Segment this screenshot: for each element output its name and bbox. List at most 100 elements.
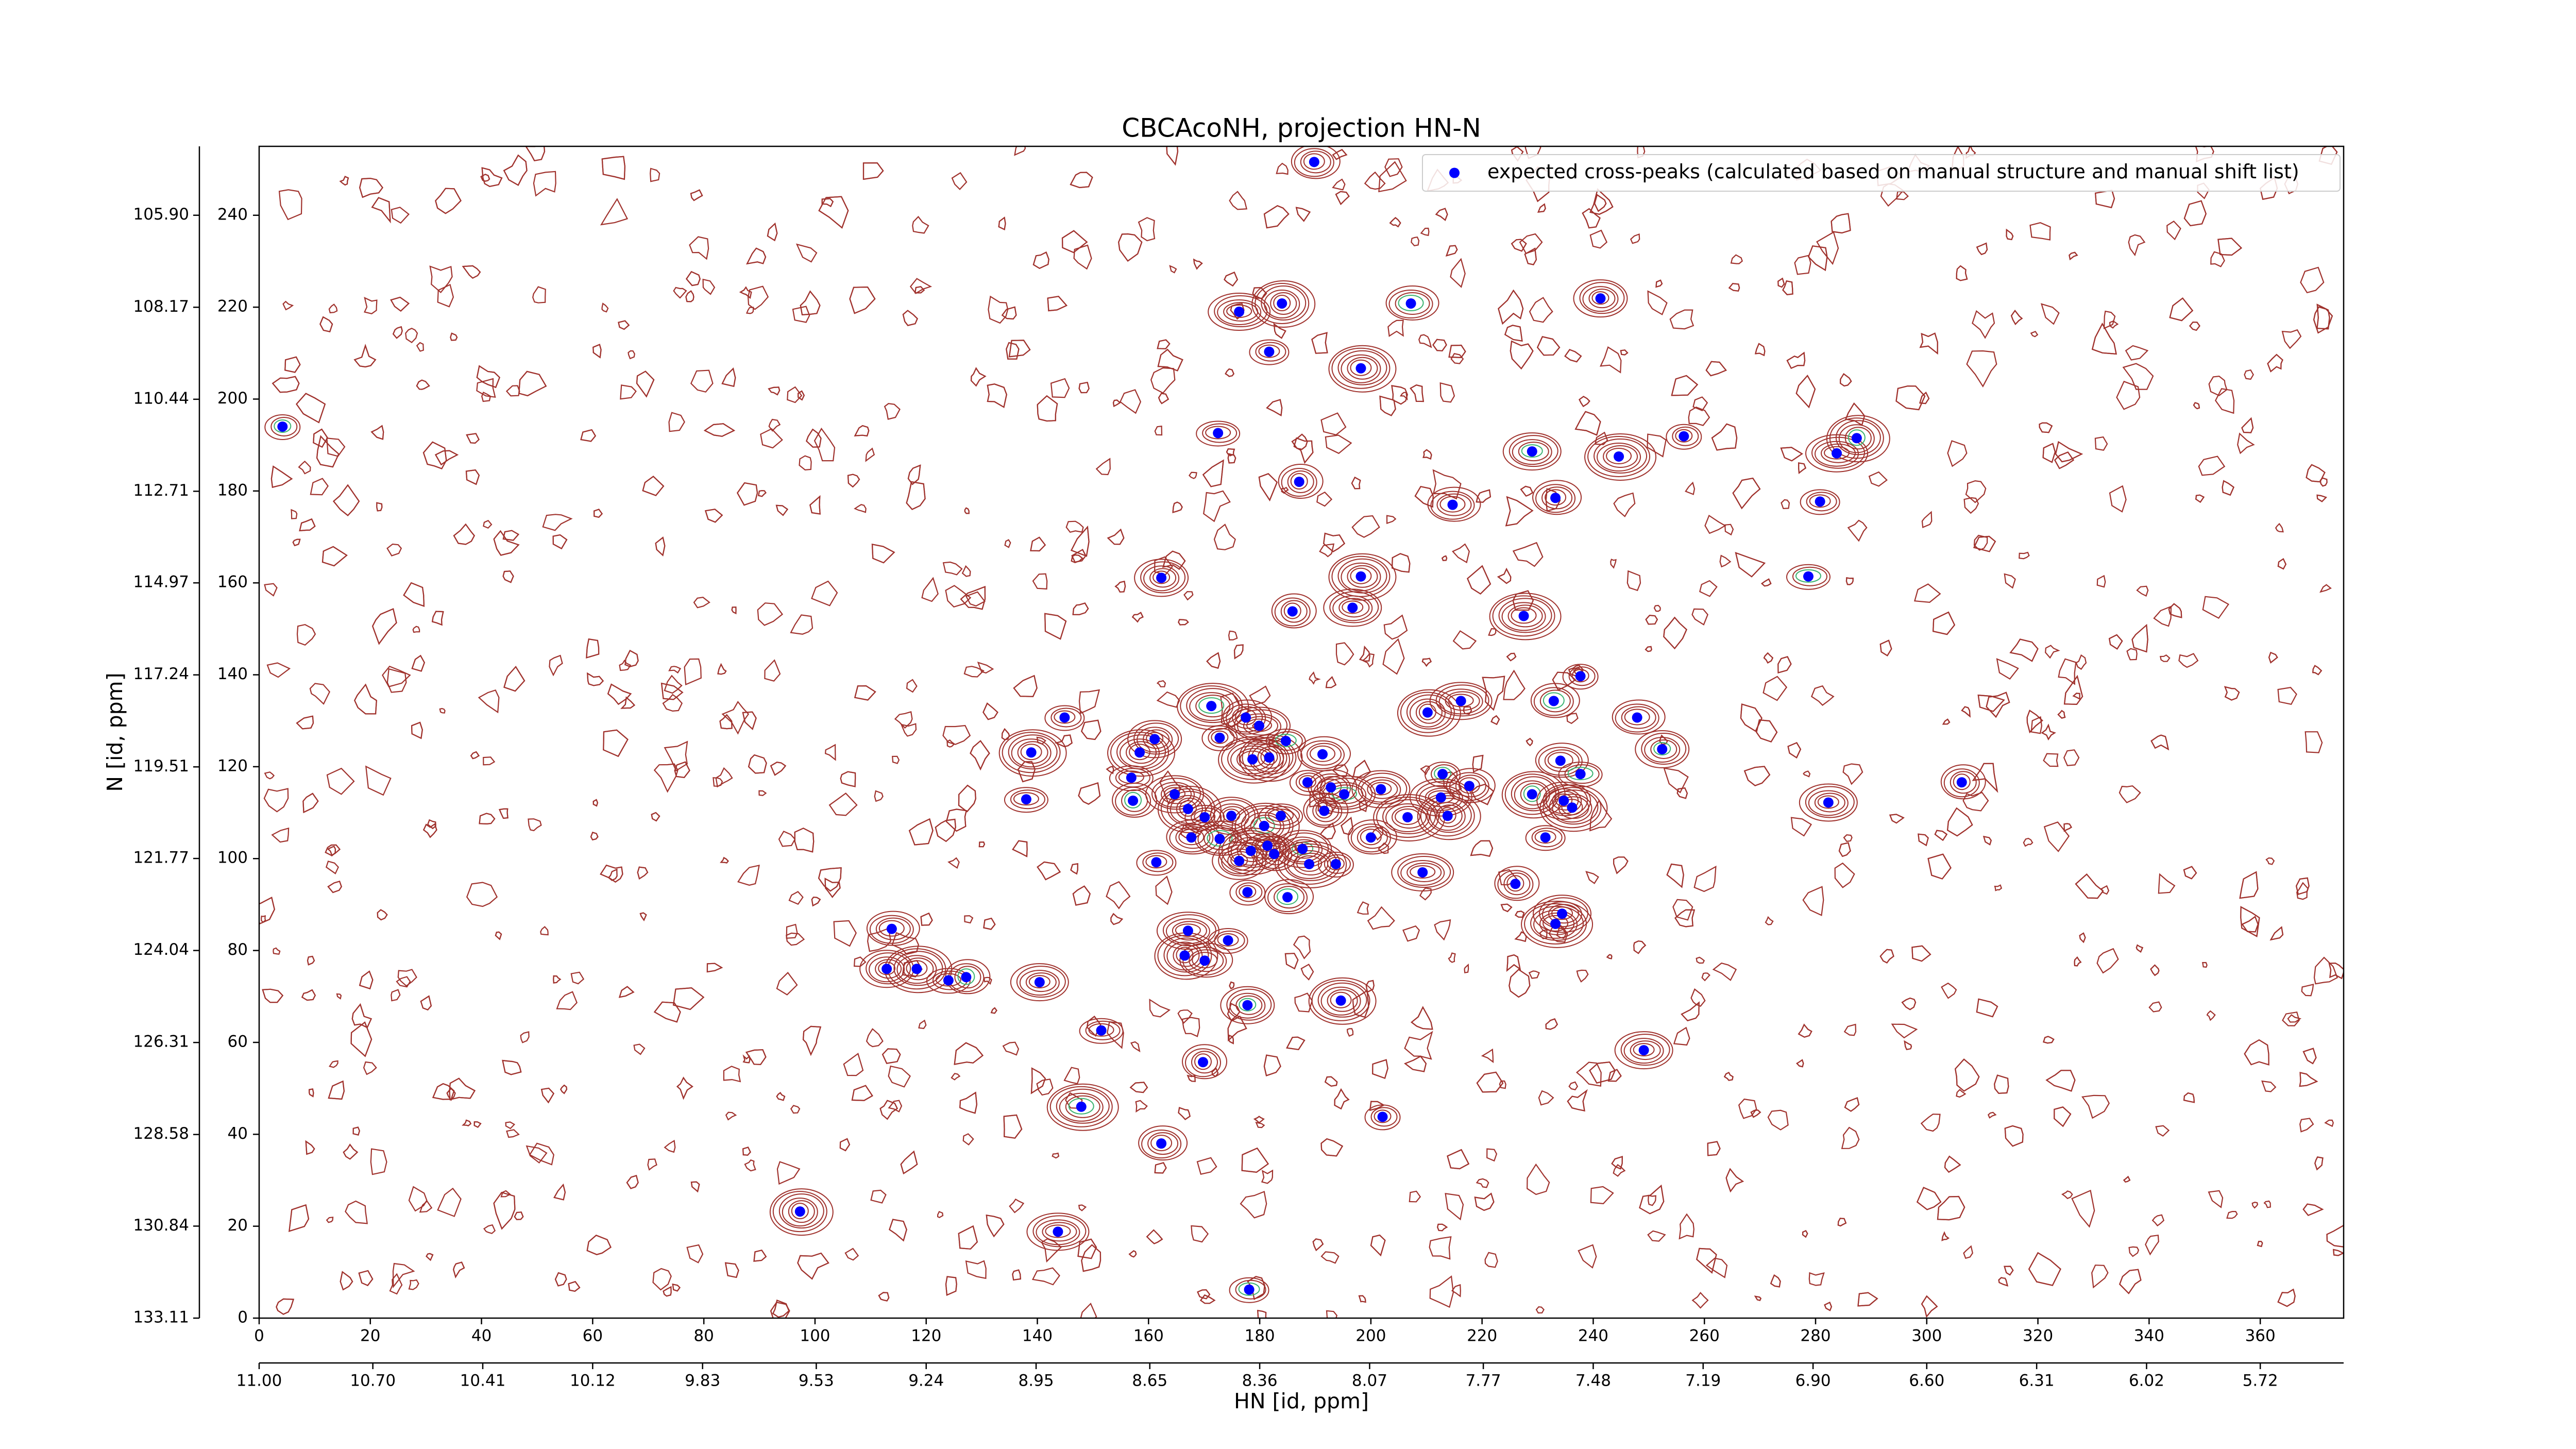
noise-contour <box>2251 1202 2259 1209</box>
cross-peak <box>1326 782 1336 793</box>
noise-contour <box>742 1054 751 1064</box>
peak-contour <box>1621 706 1656 729</box>
noise-contour <box>326 767 355 795</box>
peak-contour <box>1367 779 1398 799</box>
noise-contour <box>1919 392 1930 405</box>
noise-contour <box>2079 932 2086 943</box>
noise-contour <box>988 295 1009 324</box>
cross-peak <box>1595 293 1606 304</box>
noise-contour <box>420 995 432 1011</box>
noise-contour <box>354 683 377 715</box>
noise-contour <box>526 1145 548 1164</box>
noise-contour <box>372 608 397 645</box>
peak-contour <box>1543 784 1588 816</box>
noise-contour <box>364 297 378 314</box>
noise-contour <box>2103 310 2116 329</box>
cross-peak <box>1053 1226 1063 1237</box>
noise-contour <box>309 1088 314 1098</box>
noise-contour <box>1326 1310 1338 1318</box>
y-tick-label: 60 <box>228 1032 248 1051</box>
peak-contour <box>1116 734 1166 770</box>
cross-peak <box>1245 846 1256 856</box>
y2-tick-label: 133.11 <box>133 1308 189 1327</box>
peak-contour <box>1507 604 1543 628</box>
noise-contour <box>2206 1010 2216 1021</box>
noise-contour <box>866 1028 884 1048</box>
noise-contour <box>744 1159 756 1172</box>
noise-contour <box>389 1273 403 1295</box>
noise-contour <box>833 920 857 947</box>
noise-contour <box>1420 227 1430 237</box>
noise-contour <box>1309 671 1321 685</box>
peak-contour <box>1641 732 1687 765</box>
noise-contour <box>1538 1090 1554 1106</box>
noise-contour <box>2010 309 2023 326</box>
peak-contour <box>1509 435 1558 467</box>
peak-contour <box>1506 875 1524 892</box>
noise-contour <box>1679 1213 1694 1240</box>
noise-contour <box>302 793 319 814</box>
noise-contour <box>1916 1187 1942 1210</box>
noise-contour <box>1044 613 1067 640</box>
cross-peak <box>1803 571 1814 582</box>
noise-contour <box>2063 823 2072 832</box>
noise-contour <box>1178 1107 1191 1120</box>
noise-contour <box>1061 230 1088 254</box>
noise-contour <box>514 1211 524 1220</box>
peak-contour <box>1635 730 1690 768</box>
noise-contour <box>790 614 814 635</box>
noise-contour <box>1073 244 1092 270</box>
noise-contour <box>758 790 767 796</box>
cross-peak <box>1026 747 1037 758</box>
peak-contour <box>1347 357 1378 380</box>
noise-contour <box>376 502 383 512</box>
noise-contour <box>1754 1295 1762 1301</box>
noise-contour <box>1842 763 1863 785</box>
noise-contour <box>465 469 480 485</box>
noise-contour <box>794 828 815 853</box>
y-tick-label: 220 <box>217 297 248 316</box>
noise-contour <box>906 481 926 510</box>
cross-peak <box>1277 298 1287 309</box>
noise-contour <box>2004 1266 2014 1276</box>
peak-contour <box>1189 949 1224 972</box>
cross-peak <box>1347 602 1358 613</box>
noise-contour <box>1157 348 1183 372</box>
noise-contour <box>1839 373 1852 387</box>
noise-contour <box>601 302 609 313</box>
noise-contour <box>1567 1089 1588 1112</box>
peak-contour <box>1397 689 1461 737</box>
noise-contour <box>982 702 998 720</box>
noise-contour <box>408 1186 428 1212</box>
noise-contour <box>983 976 992 985</box>
noise-contour <box>328 1080 345 1100</box>
noise-contour <box>1451 1284 1461 1298</box>
noise-contour <box>704 509 723 523</box>
noise-contour <box>1763 652 1774 664</box>
noise-contour <box>1786 351 1806 369</box>
peak-contour <box>1327 989 1358 1012</box>
noise-contour <box>1078 381 1090 394</box>
noise-contour <box>788 891 804 905</box>
noise-contour <box>2158 873 2176 894</box>
noise-contour <box>1998 1277 2009 1287</box>
noise-contour <box>1510 340 1534 370</box>
noise-contour <box>1384 158 1403 177</box>
peak-contour <box>1415 781 1469 813</box>
peak-contour <box>1115 786 1151 816</box>
noise-contour <box>1078 1204 1087 1211</box>
noise-contour <box>358 1270 374 1286</box>
noise-contour <box>2277 558 2287 570</box>
noise-contour <box>748 754 767 774</box>
noise-contour <box>1787 742 1802 759</box>
noise-contour <box>912 215 929 234</box>
noise-contour <box>2306 464 2326 483</box>
noise-contour <box>553 1183 566 1201</box>
peak-contour <box>1208 928 1248 954</box>
peak-contour <box>1218 844 1264 877</box>
noise-contour <box>958 784 976 813</box>
cross-peak <box>1244 1284 1255 1295</box>
peak-contour <box>998 729 1067 777</box>
peak-contour <box>1814 793 1845 813</box>
peak-contour <box>1518 442 1549 462</box>
